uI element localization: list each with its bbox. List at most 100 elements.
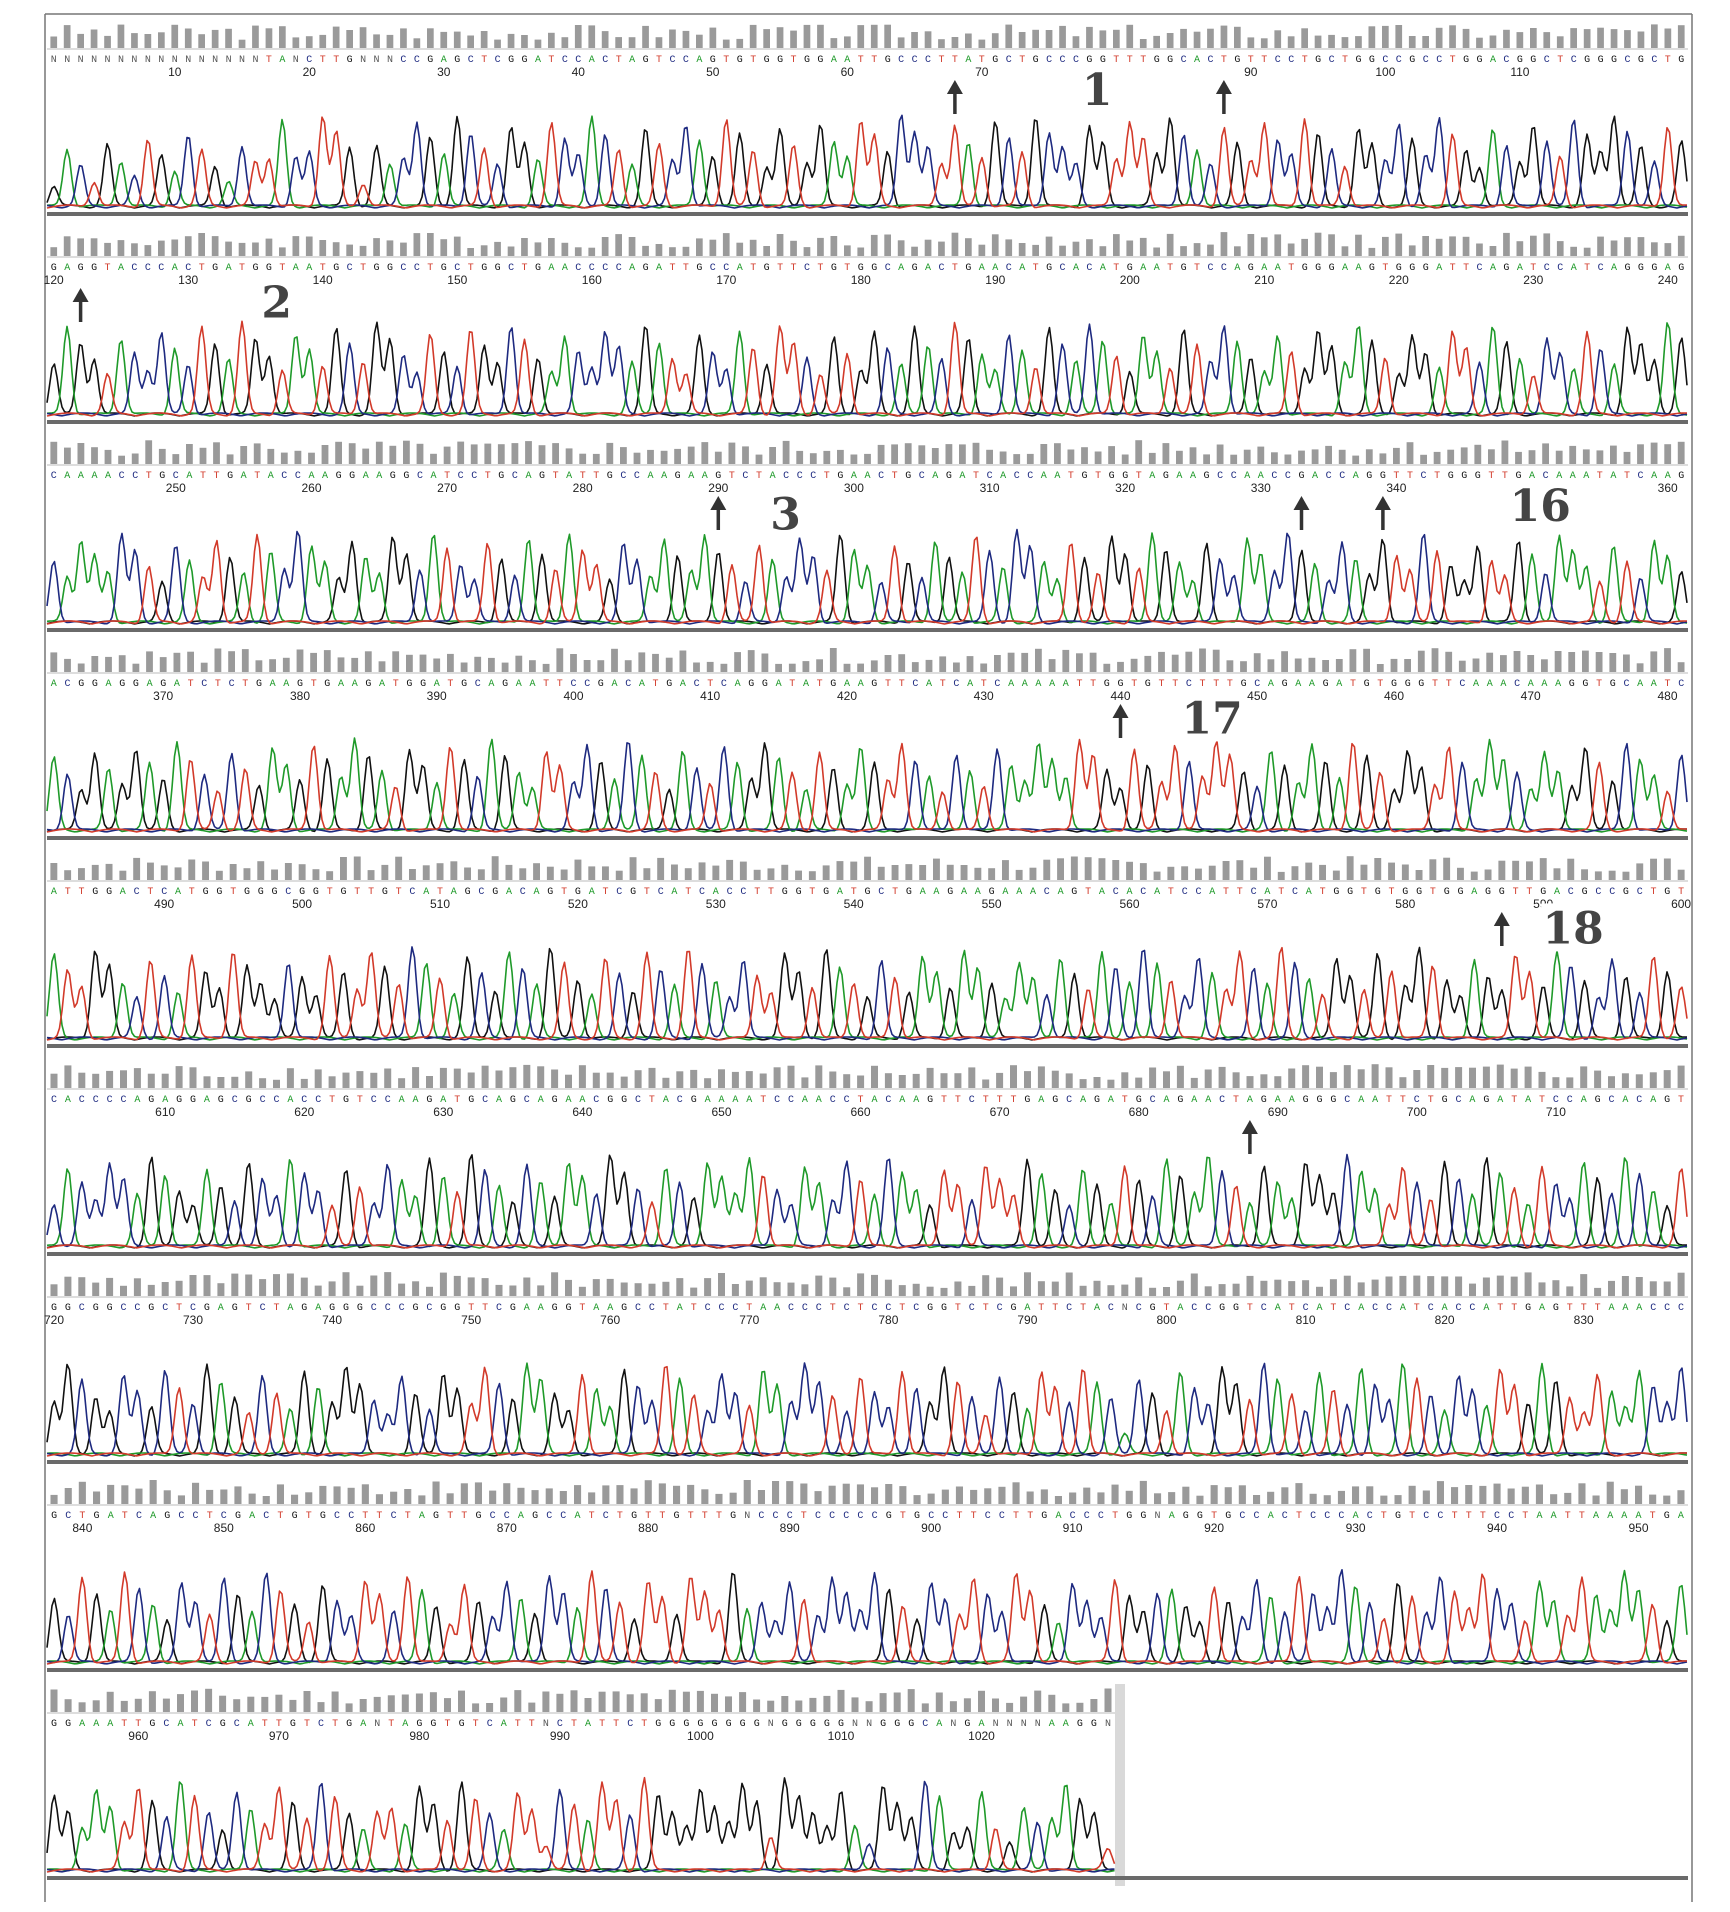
base-call: A [1100, 263, 1106, 274]
base-call: C [699, 887, 705, 898]
quality-bar [1218, 1284, 1226, 1296]
base-call: A [1049, 679, 1055, 690]
base-call: C [1338, 1511, 1344, 1522]
base-call: C [557, 1719, 563, 1730]
quality-bar [436, 863, 444, 880]
base-call: N [1021, 1719, 1027, 1730]
position-label: 480 [1657, 689, 1677, 703]
base-call: A [488, 679, 494, 690]
base-call: A [975, 887, 981, 898]
base-call: G [730, 1511, 736, 1522]
position-label: 920 [1204, 1521, 1224, 1535]
base-call: T [213, 471, 219, 482]
base-call: C [1678, 679, 1684, 690]
base-call: A [1041, 471, 1047, 482]
base-call: G [1126, 1511, 1132, 1522]
quality-bar [1524, 1272, 1532, 1296]
base-call: C [1207, 55, 1213, 66]
base-call: C [1372, 1303, 1378, 1314]
quality-bar [1048, 1694, 1056, 1712]
base-call: T [557, 679, 563, 690]
base-call: C [1329, 55, 1335, 66]
quality-bar [146, 651, 153, 672]
base-call: G [927, 1095, 933, 1106]
base-call: T [1664, 679, 1670, 690]
quality-bar [720, 663, 728, 672]
quality-bar [1530, 28, 1537, 48]
quality-bar [505, 864, 513, 880]
quality-bar [262, 1496, 270, 1504]
base-call: C [885, 263, 891, 274]
quality-bar [305, 236, 313, 256]
quality-bar [390, 1491, 398, 1504]
base-call: G [824, 1719, 830, 1730]
base-call: G [754, 1719, 760, 1730]
base-call: G [495, 263, 501, 274]
base-call: A [1309, 679, 1315, 690]
quality-bar [1376, 664, 1384, 672]
quality-bar [676, 1071, 684, 1088]
quality-bar [749, 24, 757, 48]
quality-bar [1012, 1482, 1020, 1504]
base-call: G [1678, 263, 1684, 274]
quality-bar [657, 857, 665, 880]
base-call: C [1469, 1303, 1475, 1314]
quality-bar [1264, 856, 1271, 880]
base-call: A [746, 1095, 752, 1106]
quality-bar [830, 236, 838, 256]
quality-bar [926, 1286, 934, 1296]
base-call: G [1678, 471, 1684, 482]
base-call: G [340, 887, 346, 898]
quality-bar [1507, 1488, 1515, 1504]
row-separator [47, 836, 1688, 840]
quality-bar [1329, 1279, 1337, 1296]
quality-bar [1570, 246, 1577, 256]
base-call: G [65, 1719, 71, 1730]
quality-bar [584, 1698, 592, 1712]
base-call: T [444, 1719, 450, 1730]
base-call: T [952, 263, 958, 274]
quality-bar [690, 1069, 698, 1088]
quality-bar [279, 247, 286, 256]
quality-bar [192, 1482, 200, 1504]
quality-bar [1166, 33, 1174, 48]
quality-bar [481, 1278, 489, 1296]
position-label: 660 [850, 1105, 870, 1119]
base-call: C [468, 55, 474, 66]
quality-bar [775, 663, 782, 672]
quality-bar [592, 453, 600, 464]
base-call: T [580, 471, 586, 482]
quality-bar [91, 656, 99, 672]
quality-bar [1329, 1072, 1337, 1088]
row-separator [47, 628, 1688, 632]
quality-bar [248, 1493, 256, 1504]
base-call: G [92, 679, 98, 690]
base-call: T [1650, 1511, 1656, 1522]
base-call: T [1247, 1303, 1253, 1314]
quality-bar [531, 1490, 539, 1504]
quality-bar [1257, 446, 1265, 464]
base-call: A [105, 471, 111, 482]
base-call: T [955, 1303, 961, 1314]
quality-bar [219, 1695, 227, 1712]
base-call: G [643, 55, 649, 66]
base-call: N [374, 1719, 380, 1730]
base-call: C [1508, 1511, 1514, 1522]
quality-bar [1153, 35, 1160, 48]
quality-bar [803, 247, 811, 256]
quality-bar [1583, 247, 1591, 256]
base-call: A [270, 679, 276, 690]
quality-bar [1445, 651, 1453, 672]
quality-bar [1163, 1287, 1170, 1296]
base-call: G [1423, 263, 1429, 274]
quality-bar [1203, 454, 1210, 464]
quality-bar [1436, 1481, 1444, 1504]
base-call: T [754, 887, 760, 898]
quality-bar [1512, 860, 1520, 880]
base-call: T [616, 55, 622, 66]
quality-bar [630, 1488, 638, 1504]
quality-bar [1018, 243, 1026, 256]
base-call: A [1487, 679, 1493, 690]
